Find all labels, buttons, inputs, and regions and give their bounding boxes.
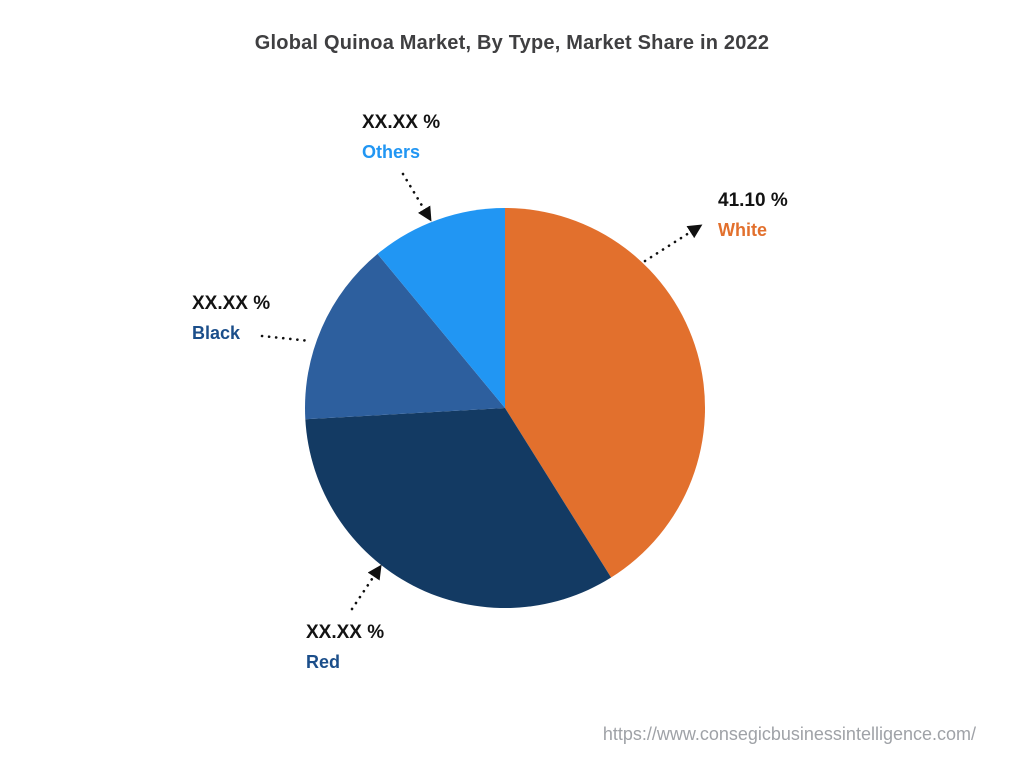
pie-slice-others xyxy=(377,208,505,408)
callout-white-value: 41.10 % xyxy=(718,190,788,211)
pie-slices xyxy=(305,208,706,609)
chart-title: Global Quinoa Market, By Type, Market Sh… xyxy=(254,32,770,54)
callout-black-value: XX.XX % xyxy=(192,293,271,314)
callout-others: XX.XX % Others xyxy=(362,112,440,163)
callout-black-label: Black xyxy=(192,323,241,343)
footer-url: https://www.consegicbusinessintelligence… xyxy=(602,724,976,744)
callout-red-label: Red xyxy=(306,652,341,672)
pie-slice-black xyxy=(305,253,505,420)
callout-black: XX.XX % Black xyxy=(192,293,270,344)
callout-others-value: XX.XX % xyxy=(362,112,441,133)
pie-slice-red xyxy=(305,408,612,609)
callout-red-value: XX.XX % xyxy=(306,622,385,643)
pie-slice-white xyxy=(505,208,706,578)
callout-others-label: Others xyxy=(362,142,421,162)
callout-white-label: White xyxy=(718,220,767,240)
callout-red: XX.XX % Red xyxy=(306,622,384,673)
callout-white: 41.10 % White xyxy=(718,190,788,241)
leader-line-black xyxy=(260,334,312,343)
leader-line-red xyxy=(350,564,382,611)
leader-line-others xyxy=(401,172,432,222)
leader-line-white xyxy=(643,224,703,263)
